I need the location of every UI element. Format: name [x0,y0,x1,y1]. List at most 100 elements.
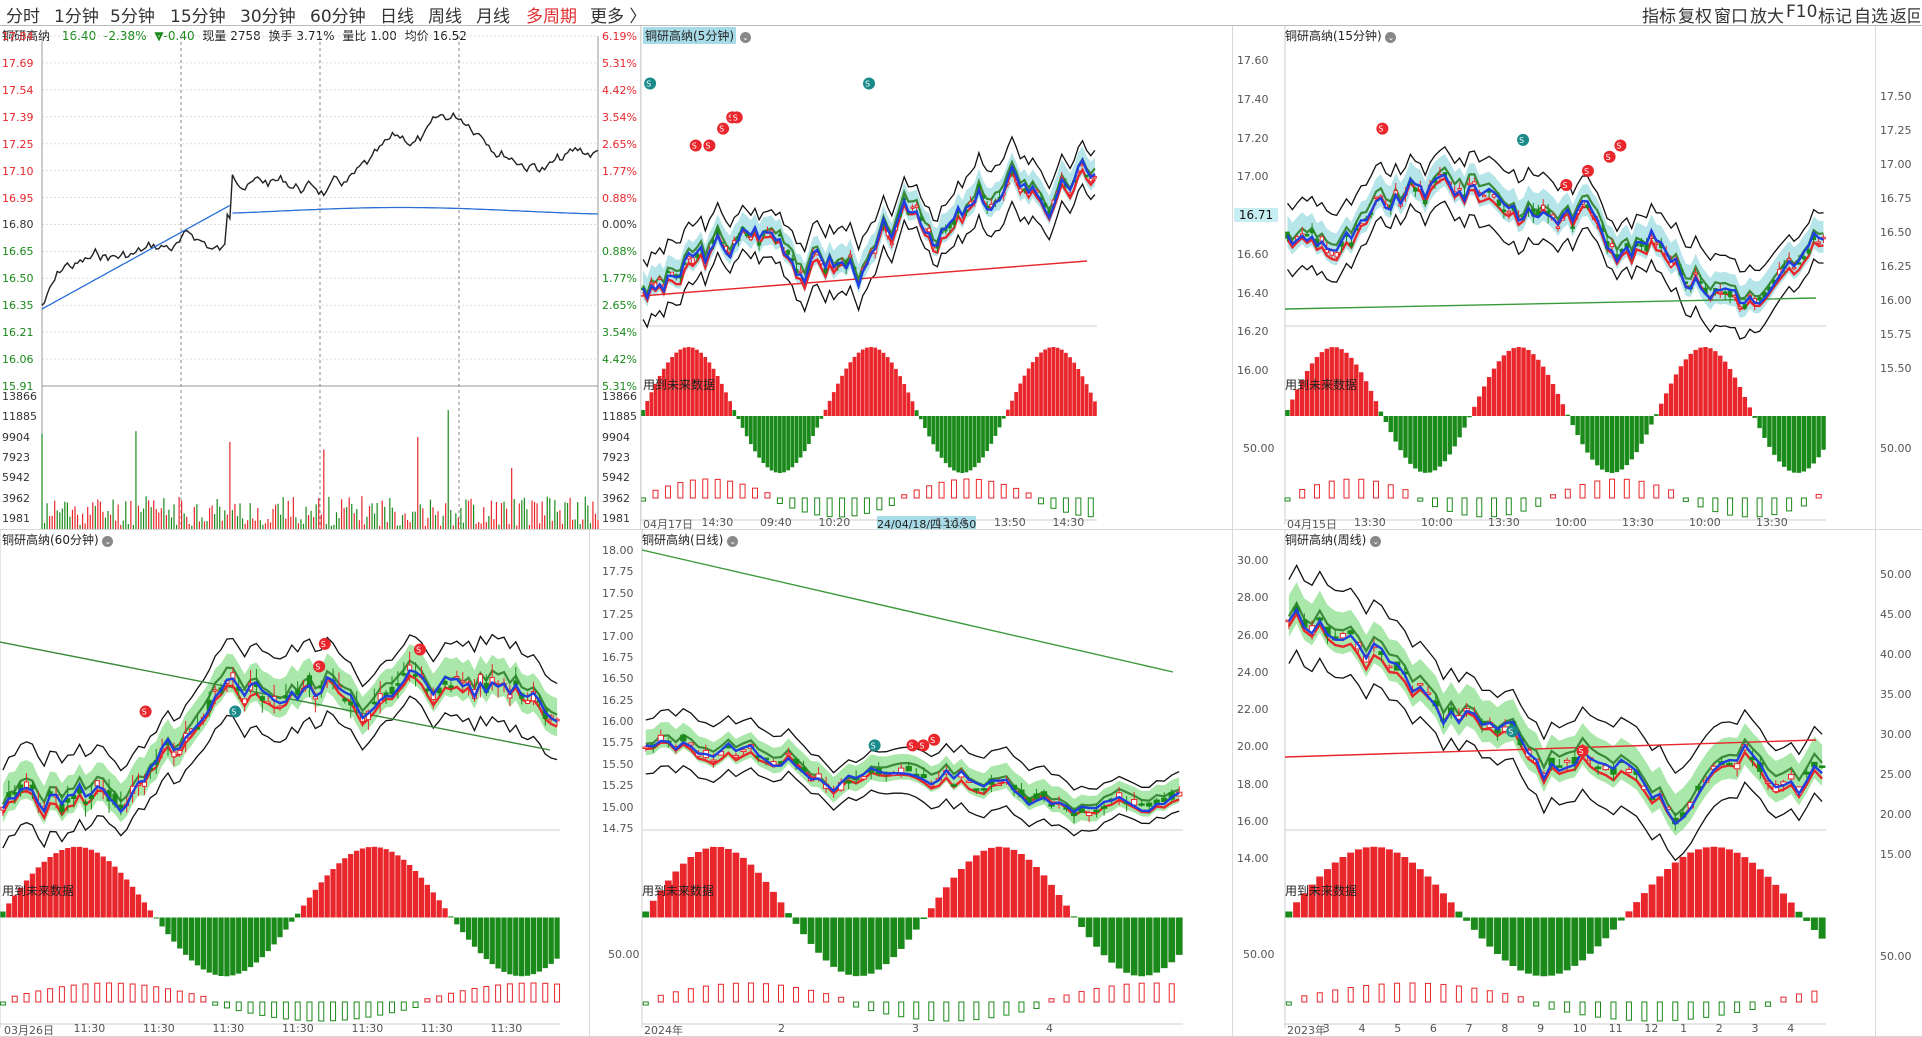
tab-multi-period[interactable]: 多周期 [526,7,577,27]
osc-bar [1741,497,1748,518]
candle-body [1594,766,1602,770]
osc-bar [1786,497,1793,512]
tab-more[interactable]: 更多 〉 [590,7,647,27]
candle-body [1373,196,1379,200]
m15-panel[interactable]: 铜研高纳(15分钟) ⌄ 17.6017.4017.2017.0016.8016… [1233,26,1876,530]
tab-timeshare[interactable]: 分时 [6,7,40,27]
candle-body [1609,243,1615,248]
watchlist-button[interactable]: 自选 [1854,7,1888,27]
zoom-button[interactable]: 放大 [1750,7,1784,27]
tab-daily[interactable]: 日线 [380,7,414,27]
candle-body [401,673,407,676]
pct-tick: 1.77% [602,164,637,178]
time-label: 11:30 [143,1022,175,1035]
price-tick: 16.75 [602,650,634,664]
candle-body [1457,187,1462,191]
osc-bar [926,485,933,499]
m60-settings-icon[interactable]: ⌄ [102,536,114,547]
price-tick: 16.60 [1237,247,1269,261]
candle-body [785,752,792,756]
tab-weekly[interactable]: 周线 [428,7,462,27]
osc-bar [1734,1001,1741,1013]
signal-icon-text: S [142,708,147,717]
tab-60min[interactable]: 60分钟 [310,7,366,27]
indicator-button[interactable]: 指标 [1642,7,1676,27]
right-tick: 17.50 [1880,90,1912,103]
price-tick: 16.40 [1237,286,1269,300]
volume-tick-right: 11885 [602,410,637,424]
tab-30min[interactable]: 30分钟 [240,7,296,27]
candle-body [242,698,248,705]
candle-body [1018,188,1023,193]
osc-bar [447,992,454,1003]
osc-bar [1033,1001,1040,1009]
candle-body [212,689,218,692]
time-label: 13:10 [935,516,968,529]
time-label: 13:30 [1622,516,1654,529]
period-toolbar: 分时 1分钟 5分钟 15分钟 30分钟 60分钟 日线 周线 月线 多周期 更… [0,0,1922,27]
candle-body [798,270,803,274]
candle-body [82,801,89,805]
osc-bar [868,1001,875,1012]
tab-5min[interactable]: 5分钟 [110,7,155,27]
signal-icon [1506,725,1519,738]
price-tick: 16.00 [1237,364,1269,377]
back-button[interactable]: 返回 [1890,7,1920,27]
price-tick: 17.54 [2,83,34,97]
osc-bar [687,988,694,1003]
price-tick: 26.00 [1237,628,1269,642]
candle-body [1496,199,1502,206]
mark-button[interactable]: 标记 [1818,7,1852,27]
daily-settings-icon[interactable]: ⌄ [727,536,739,547]
time-label: 04月17日 [643,518,693,530]
weekly-settings-icon[interactable]: ⌄ [1370,536,1382,547]
osc-bar [153,986,160,1003]
time-label: 7 [1465,1022,1473,1035]
tab-monthly[interactable]: 月线 [476,7,510,27]
osc-bar [739,483,746,499]
daily-panel[interactable]: 铜研高纳(日线) ⌄ 18.00 17.75 17.50 17.25 17.00 16.7… [590,530,1233,1037]
osc-bar [1550,494,1557,499]
pct-tick: 0.88% [602,191,637,205]
price-tick: 17.00 [1237,170,1269,184]
f10-button[interactable]: F10 [1786,2,1818,22]
daily-future-data-note: 用到未来数据 [642,884,715,898]
osc-bar [212,1001,219,1006]
candle-body [342,698,348,702]
tab-1min[interactable]: 1分钟 [54,7,99,27]
long-ma [641,549,1174,673]
osc-bar [702,985,709,1003]
osc-bar [1625,1001,1632,1021]
m15-settings-icon[interactable]: ⌄ [1385,32,1397,43]
candle-body [1803,771,1810,775]
pct-tick: 6.19% [602,30,637,43]
right-tick: 17.25 [1880,124,1912,137]
time-label: 1 [1680,1022,1688,1035]
weekly-title: 铜研高纳(周线) ⌄ [1285,531,1382,548]
weekly-panel[interactable]: 铜研高纳(周线) ⌄ 30.00 28.00 26.00 24.00 22.00 20.0… [1233,530,1876,1037]
osc-bar [863,497,870,514]
restore-rights-button[interactable]: 复权 [1678,7,1712,27]
candle-body [1084,174,1089,178]
osc-bar [901,494,908,499]
osc-bar [530,982,537,1003]
signal-icon-text: S [1584,167,1589,176]
osc-bar [1641,1001,1648,1022]
osc-bar [1372,480,1379,499]
candle-body [889,242,894,246]
tab-15min[interactable]: 15分钟 [170,7,226,27]
m5-settings-icon[interactable]: ⌄ [739,32,751,43]
signal-icon [730,111,743,124]
volume-tick-right: 13866 [602,390,637,403]
price-tick: 17.75 [602,565,634,579]
intraday-panel[interactable]: 铜研高纳 16.40 -2.38% ▼-0.40 现量 2758 换手 3.71… [0,26,641,530]
osc-bar [1579,483,1586,499]
time-label: 10:00 [1421,516,1453,529]
time-label: 04月15日 [1287,518,1337,530]
window-button[interactable]: 窗口 [1714,7,1748,27]
time-label: 11:30 [282,1022,314,1035]
volume-tick: 11885 [2,410,37,424]
osc-bar [1564,1001,1571,1013]
m60-panel[interactable]: 铜研高纳(60分钟) ⌄ S S S S S 用到未来数据 03月26日 11:30 11:… [0,530,590,1037]
